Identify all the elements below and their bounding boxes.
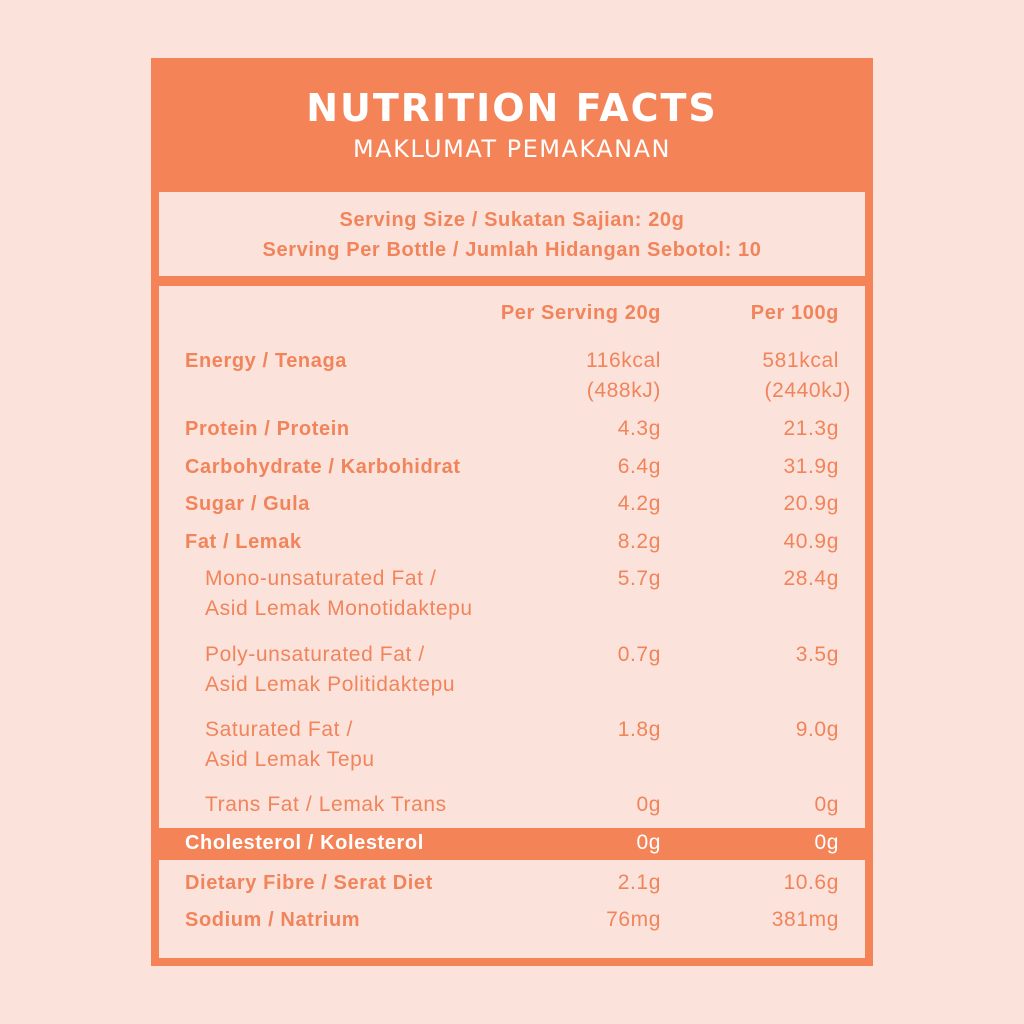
- value-per-100g: 20.9g: [783, 492, 839, 515]
- nutrient-label: Saturated Fat / Asid Lemak Tepu: [205, 718, 375, 771]
- value-per-serving: 8.2g: [617, 530, 661, 553]
- value-per-serving: 116kcal (488kJ): [585, 349, 661, 402]
- nutrient-label: Energy / Tenaga: [185, 350, 348, 372]
- value-per-100g: 381mg: [771, 908, 839, 931]
- value-per-serving: 76mg: [606, 908, 661, 931]
- value-per-100g: 9.0g: [795, 718, 839, 741]
- nutrient-label: Carbohydrate / Karbohidrat: [185, 456, 461, 478]
- serving-info-box: Serving Size / Sukatan Sajian: 20g Servi…: [159, 192, 865, 276]
- nutrition-facts-panel: NUTRITION FACTS MAKLUMAT PEMAKANAN Servi…: [151, 58, 873, 966]
- value-per-serving: 0g: [636, 793, 661, 816]
- value-per-100g: 31.9g: [783, 455, 839, 478]
- nutrient-table-box-bottom: [159, 860, 865, 958]
- value-per-100g: 0g: [814, 831, 839, 854]
- serving-size: Serving Size / Sukatan Sajian: 20g: [339, 209, 685, 231]
- value-per-serving: 6.4g: [617, 455, 661, 478]
- title: NUTRITION FACTS: [306, 86, 718, 130]
- value-per-serving: 5.7g: [617, 567, 661, 590]
- nutrient-label: Trans Fat / Lemak Trans: [205, 793, 447, 816]
- value-per-serving: 4.2g: [617, 492, 661, 515]
- value-per-serving: 0.7g: [617, 643, 661, 666]
- nutrient-label: Poly-unsaturated Fat / Asid Lemak Politi…: [205, 643, 456, 696]
- value-per-100g: 3.5g: [795, 643, 839, 666]
- nutrient-label: Protein / Protein: [185, 418, 350, 440]
- value-per-serving: 2.1g: [617, 871, 661, 894]
- nutrient-label: Fat / Lemak: [185, 531, 302, 553]
- label-header: NUTRITION FACTS MAKLUMAT PEMAKANAN: [151, 58, 873, 190]
- value-per-100g: 28.4g: [783, 567, 839, 590]
- column-per-serving: Per Serving 20g: [500, 302, 661, 324]
- value-per-serving: 1.8g: [617, 718, 661, 741]
- nutrient-label: Cholesterol / Kolesterol: [185, 832, 424, 854]
- value-per-100g: 10.6g: [783, 871, 839, 894]
- value-per-100g: 581kcal (2440kJ): [762, 349, 851, 402]
- value-per-100g: 0g: [814, 793, 839, 816]
- value-per-serving: 0g: [636, 831, 661, 854]
- subtitle: MAKLUMAT PEMAKANAN: [353, 135, 671, 163]
- column-per-100g: Per 100g: [750, 302, 839, 324]
- nutrient-label: Sugar / Gula: [185, 493, 311, 515]
- nutrient-label: Sodium / Natrium: [185, 909, 361, 931]
- nutrient-table-box: [159, 286, 865, 828]
- value-per-serving: 4.3g: [617, 417, 661, 440]
- servings-per-bottle: Serving Per Bottle / Jumlah Hidangan Seb…: [262, 239, 762, 261]
- value-per-100g: 21.3g: [783, 417, 839, 440]
- nutrient-label: Dietary Fibre / Serat Diet: [185, 872, 433, 894]
- nutrient-label: Mono-unsaturated Fat / Asid Lemak Monoti…: [205, 567, 473, 620]
- value-per-100g: 40.9g: [783, 530, 839, 553]
